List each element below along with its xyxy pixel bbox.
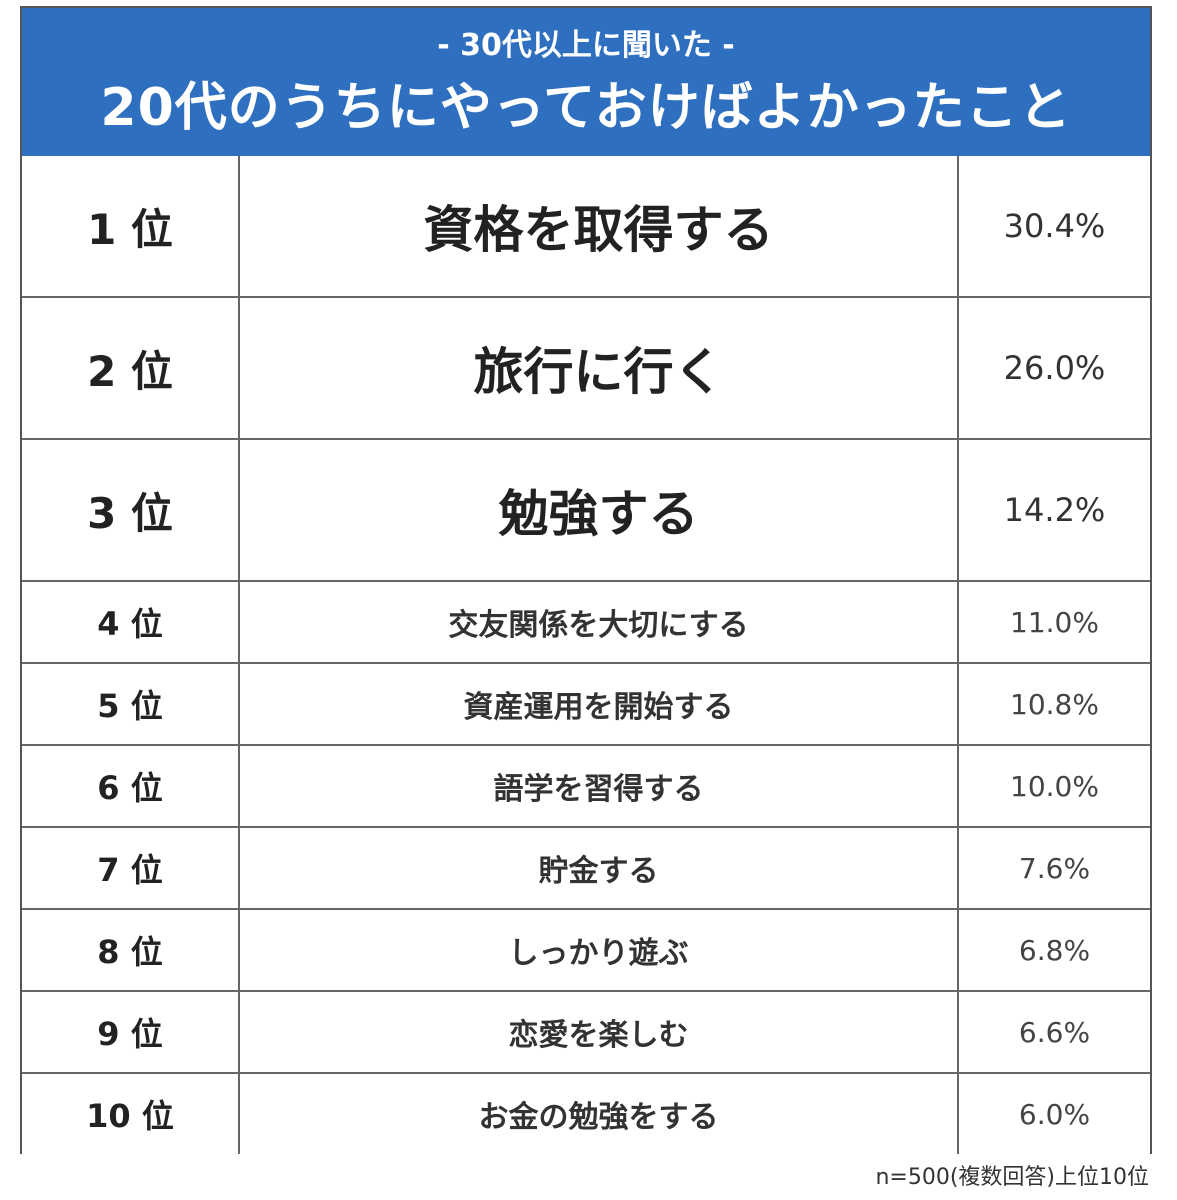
percent-value: 30.4% (957, 156, 1150, 298)
table-row: 3 位勉強する 14.2% (22, 439, 1150, 582)
rank-label: 1 位 (22, 156, 239, 298)
rank-label: 9 位 (22, 991, 239, 1074)
item-label: 勉強する (238, 439, 958, 582)
table-row: 9 位恋愛を楽しむ 6.6% (22, 991, 1150, 1074)
subtitle: - 30代以上に聞いた - (437, 28, 735, 63)
item-label: 旅行に行く (238, 297, 958, 440)
percent-value: 6.8% (957, 909, 1150, 992)
header-banner: - 30代以上に聞いた - 20代のうちにやっておけばよかったこと (22, 8, 1150, 156)
survey-note: n=500(複数回答)上位10位 (875, 1165, 1149, 1190)
rank-label: 5 位 (22, 663, 239, 746)
item-label: 交友関係を大切にする (238, 581, 958, 664)
rank-label: 8 位 (22, 909, 239, 992)
page-title: 20代のうちにやっておけばよかったこと (100, 78, 1072, 138)
item-label: 恋愛を楽しむ (238, 991, 958, 1074)
ranking-table-body: 1 位資格を取得する 30.4% 2 位旅行に行く 26.0% 3 位勉強する 14.2%… (22, 156, 1150, 1154)
item-label: しっかり遊ぶ (238, 909, 958, 992)
rank-label: 3 位 (22, 439, 239, 582)
percent-value: 6.6% (957, 991, 1150, 1074)
item-label: 資産運用を開始する (238, 663, 958, 746)
table-row: 4 位交友関係を大切にする 11.0% (22, 581, 1150, 664)
table-row: 2 位旅行に行く 26.0% (22, 297, 1150, 440)
table-row: 1 位資格を取得する 30.4% (22, 156, 1150, 298)
percent-value: 10.0% (957, 745, 1150, 828)
table-row: 8 位しっかり遊ぶ 6.8% (22, 909, 1150, 992)
item-label: お金の勉強をする (238, 1073, 958, 1154)
ranking-table: 1 位資格を取得する 30.4% 2 位旅行に行く 26.0% 3 位勉強する 14.2%… (22, 156, 1150, 1154)
rank-label: 7 位 (22, 827, 239, 910)
table-row: 10 位お金の勉強をする 6.0% (22, 1073, 1150, 1154)
rank-label: 4 位 (22, 581, 239, 664)
percent-value: 6.0% (957, 1073, 1150, 1154)
rank-label: 6 位 (22, 745, 239, 828)
table-row: 5 位資産運用を開始する 10.8% (22, 663, 1150, 746)
percent-value: 26.0% (957, 297, 1150, 440)
percent-value: 10.8% (957, 663, 1150, 746)
item-label: 語学を習得する (238, 745, 958, 828)
rank-label: 2 位 (22, 297, 239, 440)
percent-value: 11.0% (957, 581, 1150, 664)
ranking-table-frame: - 30代以上に聞いた - 20代のうちにやっておけばよかったこと 1 位資格を… (20, 6, 1152, 1154)
rank-label: 10 位 (22, 1073, 239, 1154)
percent-value: 7.6% (957, 827, 1150, 910)
item-label: 貯金する (238, 827, 958, 910)
item-label: 資格を取得する (238, 156, 958, 298)
table-row: 6 位語学を習得する 10.0% (22, 745, 1150, 828)
percent-value: 14.2% (957, 439, 1150, 582)
table-row: 7 位貯金する 7.6% (22, 827, 1150, 910)
